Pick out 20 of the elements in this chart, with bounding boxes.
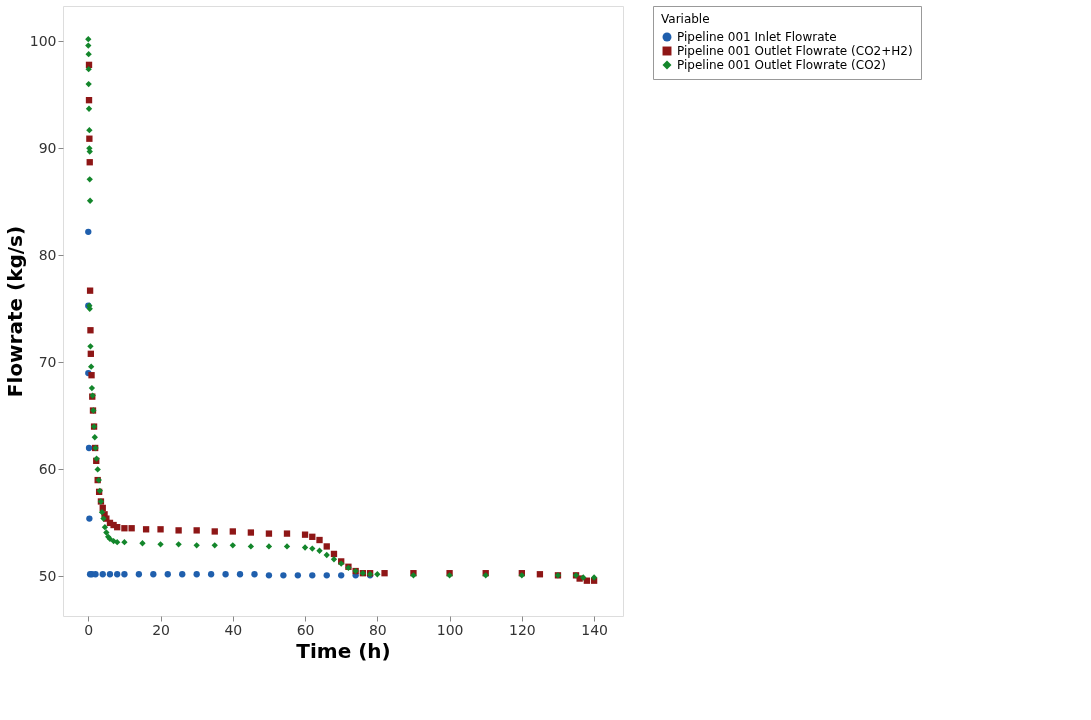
x-tick-label: 80 (368, 621, 387, 638)
x-tick-label: 100 (436, 621, 464, 638)
x-tick-label: 140 (581, 621, 608, 638)
y-axis-title: Flowrate (kg/s) (2, 225, 27, 398)
y-tick-label: 50 (38, 567, 57, 584)
y-tick-label: 60 (38, 460, 57, 477)
legend-label: Pipeline 001 Inlet Flowrate (677, 30, 837, 44)
legend-title: Variable (661, 12, 710, 26)
x-tick-label: 60 (296, 621, 315, 638)
y-tick-label: 90 (38, 139, 57, 156)
x-tick-label: 40 (224, 621, 243, 638)
x-tick-label: 0 (84, 621, 94, 638)
legend-label: Pipeline 001 Outlet Flowrate (CO2+H2) (677, 44, 913, 58)
y-tick-label: 100 (29, 32, 57, 49)
x-tick-label: 120 (508, 621, 536, 638)
x-axis-title: Time (h) (296, 638, 391, 663)
y-tick-label: 70 (38, 353, 57, 370)
y-tick-label: 80 (38, 246, 57, 263)
x-tick-label: 20 (152, 621, 170, 638)
legend-label: Pipeline 001 Outlet Flowrate (CO2) (677, 58, 886, 72)
